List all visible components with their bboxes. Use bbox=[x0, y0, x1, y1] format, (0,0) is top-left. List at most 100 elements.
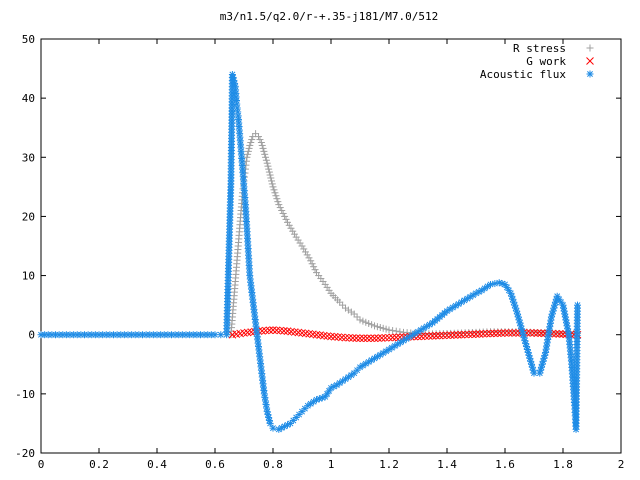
data-point-interp bbox=[265, 168, 273, 176]
data-point-interp bbox=[464, 330, 473, 339]
data-point bbox=[292, 414, 300, 422]
legend-label: G work bbox=[526, 55, 566, 68]
data-point-interp bbox=[259, 144, 267, 152]
x-tick-label: 0.6 bbox=[205, 458, 225, 471]
data-point-interp bbox=[261, 150, 269, 158]
data-point bbox=[252, 130, 260, 138]
data-point bbox=[307, 257, 315, 265]
legend-label: Acoustic flux bbox=[480, 68, 566, 81]
data-point-interp bbox=[551, 329, 560, 338]
data-point-interp bbox=[281, 212, 289, 220]
data-point-interp bbox=[381, 333, 390, 342]
data-point-interp bbox=[389, 327, 397, 335]
series-r-stress bbox=[227, 130, 581, 339]
data-point-interp bbox=[262, 153, 270, 161]
data-point-interp bbox=[560, 307, 568, 315]
data-point bbox=[443, 331, 451, 340]
data-point-interp bbox=[368, 356, 376, 364]
data-point-interp bbox=[367, 334, 375, 343]
data-point bbox=[312, 330, 321, 339]
data-point-interp bbox=[264, 162, 272, 170]
data-point bbox=[356, 316, 364, 324]
data-point-interp bbox=[388, 333, 397, 342]
data-point-interp bbox=[316, 331, 324, 340]
data-point bbox=[370, 334, 379, 343]
data-point bbox=[486, 329, 495, 338]
data-point bbox=[428, 332, 437, 340]
data-point-interp bbox=[256, 136, 264, 144]
data-point-interp bbox=[289, 227, 297, 235]
x-tick-label: 0.2 bbox=[89, 458, 109, 471]
data-point-interp bbox=[421, 332, 430, 341]
data-point-interp bbox=[260, 147, 268, 155]
data-point-interp bbox=[248, 136, 256, 144]
data-point-interp bbox=[305, 254, 313, 262]
y-tick-label: 30 bbox=[22, 151, 35, 164]
data-point-interp bbox=[420, 324, 428, 332]
data-point-interp bbox=[504, 329, 513, 337]
x-tick-label: 1 bbox=[328, 458, 335, 471]
data-point-interp bbox=[285, 221, 293, 229]
data-point bbox=[385, 333, 393, 342]
data-point-interp bbox=[446, 331, 455, 340]
y-axis: -20 -10 0 10 20 30 40 50 bbox=[15, 33, 621, 460]
data-point-interp bbox=[435, 331, 444, 340]
data-point-interp bbox=[508, 329, 517, 337]
x-tick-label: 1.8 bbox=[553, 458, 573, 471]
data-point-interp bbox=[311, 266, 319, 274]
data-point-interp bbox=[374, 334, 382, 342]
data-point bbox=[257, 139, 265, 146]
data-point-interp bbox=[450, 331, 459, 339]
y-tick-label: 40 bbox=[22, 92, 35, 105]
data-point-interp bbox=[278, 207, 286, 215]
x-tick-label: 1.6 bbox=[495, 458, 515, 471]
data-point-interp bbox=[353, 313, 361, 321]
data-point-interp bbox=[305, 329, 314, 338]
data-point-interp bbox=[561, 313, 569, 321]
data-point-interp bbox=[365, 358, 373, 366]
data-point bbox=[255, 133, 262, 141]
data-point-interp bbox=[276, 326, 285, 335]
data-point-interp bbox=[287, 224, 295, 232]
data-point-interp bbox=[267, 174, 275, 182]
data-point-interp bbox=[289, 416, 297, 424]
series-acoustic-flux bbox=[37, 70, 581, 433]
data-point bbox=[240, 329, 248, 337]
data-point bbox=[457, 330, 466, 339]
data-point bbox=[298, 242, 306, 250]
data-point bbox=[283, 327, 292, 336]
data-point-interp bbox=[348, 334, 357, 342]
data-point-interp bbox=[479, 329, 488, 338]
legend-label: R stress bbox=[513, 42, 566, 55]
data-point-interp bbox=[272, 326, 281, 335]
x-tick-label: 2 bbox=[618, 458, 625, 471]
data-point-interp bbox=[392, 327, 400, 335]
data-point-interp bbox=[193, 331, 201, 339]
data-point-interp bbox=[300, 245, 308, 253]
data-point-interp bbox=[527, 357, 535, 365]
y-tick-label: -10 bbox=[15, 388, 35, 401]
data-point-interp bbox=[475, 330, 484, 338]
data-point-interp bbox=[365, 319, 373, 327]
data-point-interp bbox=[362, 318, 370, 326]
data-point-interp bbox=[345, 333, 353, 342]
y-tick-label: 20 bbox=[22, 210, 35, 223]
data-point-interp bbox=[359, 334, 368, 343]
data-point bbox=[472, 330, 480, 338]
data-point-interp bbox=[309, 330, 317, 339]
data-point-interp bbox=[294, 328, 303, 337]
data-point bbox=[269, 326, 277, 334]
data-point-interp bbox=[279, 209, 287, 217]
y-tick-label: 0 bbox=[28, 329, 35, 342]
data-point bbox=[350, 310, 358, 318]
data-point bbox=[336, 298, 344, 306]
data-point-interp bbox=[247, 139, 255, 146]
data-point bbox=[327, 332, 335, 341]
legend-marker bbox=[586, 44, 594, 52]
y-tick-label: 50 bbox=[22, 33, 35, 46]
data-point-interp bbox=[258, 141, 266, 149]
data-point bbox=[356, 334, 364, 343]
data-point-interp bbox=[373, 323, 381, 331]
data-point-interp bbox=[282, 215, 290, 223]
data-point-interp bbox=[276, 204, 284, 212]
